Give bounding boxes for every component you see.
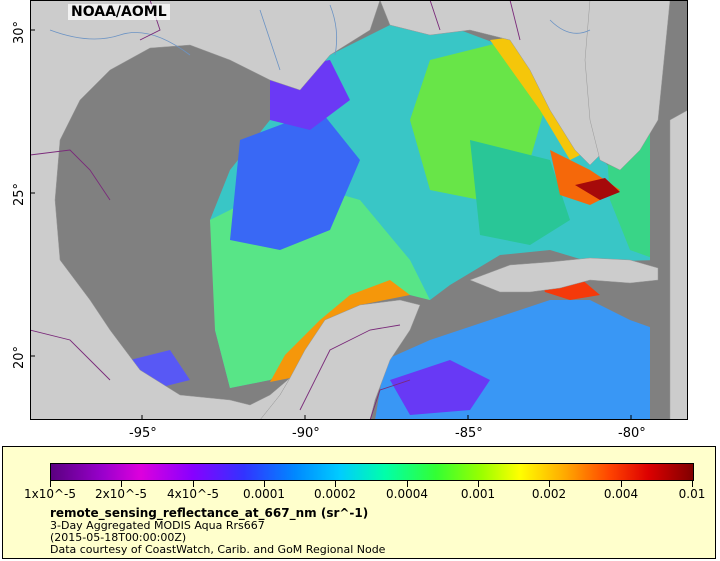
colorbar-label: 0.004 (603, 487, 639, 501)
lat-label-25: 25° (12, 182, 27, 206)
legend-panel: 1x10^-5 2x10^-5 4x10^-5 0.0001 0.0002 0.… (2, 446, 716, 559)
colorbar-label: 0.001 (460, 487, 496, 501)
land-hispaniola-edge (669, 109, 688, 420)
map-border (30, 0, 688, 420)
colorbar-tick (121, 481, 122, 487)
colorbar-tick (264, 481, 265, 487)
colorbar-label: 0.0001 (243, 487, 285, 501)
legend-variable: remote_sensing_reflectance_at_667_nm (sr… (50, 506, 369, 520)
land-masses (30, 0, 688, 420)
legend-credit: Data courtesy of CoastWatch, Carib. and … (50, 543, 386, 556)
colorbar-tick (50, 481, 51, 487)
map-frame[interactable]: NOAA/AOML (30, 0, 688, 420)
colorbar-tick (193, 481, 194, 487)
land-us-west-mexico (30, 0, 381, 420)
colorbar-tick (621, 481, 622, 487)
colorbar-label: 0.0002 (314, 487, 356, 501)
colorbar-label: 1x10^-5 (23, 487, 77, 501)
colorbar-label: 4x10^-5 (166, 487, 220, 501)
colorbar-tick (407, 481, 408, 487)
legend-title: 3-Day Aggregated MODIS Aqua Rrs667 (50, 519, 265, 532)
credit-tag: NOAA/AOML (68, 4, 170, 20)
lat-label-20: 20° (12, 345, 27, 369)
colorbar-label: 2x10^-5 (94, 487, 148, 501)
map-canvas[interactable] (30, 0, 688, 420)
colorbar-tick (335, 481, 336, 487)
lon-ticks (141, 415, 632, 420)
rivers (49, 4, 591, 71)
land-cuba (469, 257, 659, 293)
borders (30, 0, 521, 420)
lon-label-95: -95° (129, 426, 157, 441)
lat-label-30: 30° (12, 20, 27, 44)
legend-time: (2015-05-18T00:00:00Z) (50, 531, 187, 544)
colorbar-label: 0.0004 (386, 487, 428, 501)
colorbar-label: 0.002 (531, 487, 567, 501)
land-yucatan (259, 299, 421, 420)
lat-ticks (30, 29, 35, 357)
lon-label-80: -80° (618, 426, 646, 441)
land-florida-peninsula (584, 0, 671, 171)
colorbar-tick (549, 481, 550, 487)
colorbar (50, 463, 694, 481)
lon-label-90: -90° (292, 426, 320, 441)
colorbar-label: 0.01 (678, 487, 706, 501)
colorbar-tick (478, 481, 479, 487)
lon-label-85: -85° (455, 426, 483, 441)
colorbar-tick (692, 481, 693, 487)
